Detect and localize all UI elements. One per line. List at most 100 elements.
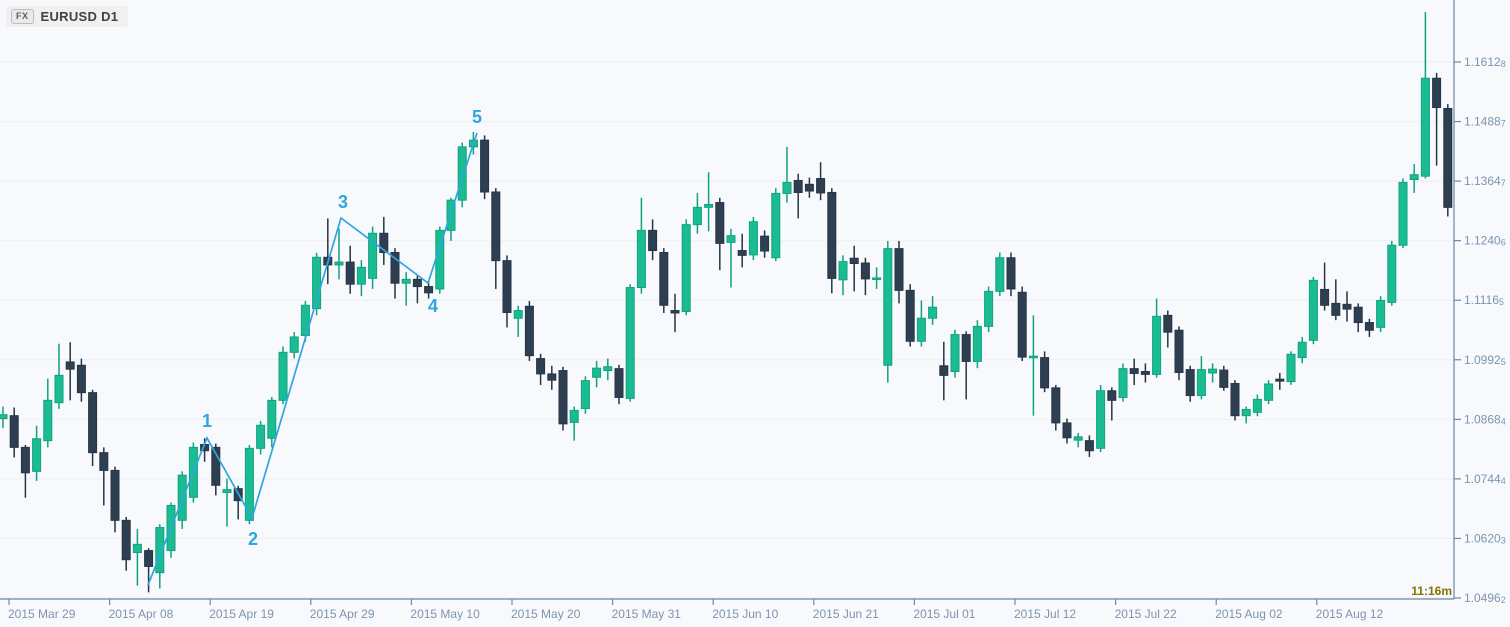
time-axis-label: 2015 Jun 10	[712, 607, 778, 621]
candle-body	[1107, 390, 1117, 401]
candle-body	[211, 446, 221, 486]
candle-body	[804, 183, 814, 192]
candle-body	[636, 229, 646, 289]
time-axis-label: 2015 Jun 21	[813, 607, 879, 621]
candle-body	[9, 415, 19, 448]
candle-body	[1051, 387, 1061, 424]
time-axis-label: 2015 Aug 02	[1215, 607, 1283, 621]
candle	[737, 233, 747, 268]
candle-body	[737, 250, 747, 256]
candle	[905, 284, 915, 347]
candle	[816, 162, 826, 201]
wave-label[interactable]: 3	[338, 192, 348, 212]
candle-body	[457, 146, 467, 201]
candle	[793, 173, 803, 219]
candle	[401, 272, 411, 306]
candle	[1252, 394, 1262, 417]
candle	[860, 257, 870, 296]
candle-body	[1196, 369, 1206, 397]
fx-asset-class-badge: FX	[11, 9, 34, 24]
candle	[748, 216, 758, 261]
candle	[1432, 72, 1442, 166]
candle	[345, 245, 355, 294]
candle	[211, 443, 221, 496]
candle-body	[1163, 314, 1173, 333]
elliott-wave-labels: 1 2 3 4 5	[202, 107, 482, 549]
candle-body	[547, 373, 557, 381]
time-axis-label: 2015 Jul 22	[1115, 607, 1177, 621]
candle	[1264, 380, 1274, 405]
price-axis[interactable]: 1.16128 1.14887 1.13647 1.12406 1.11165 1.099…	[1453, 0, 1506, 605]
candle	[233, 485, 243, 520]
candle-body	[390, 251, 400, 284]
candle-body	[1219, 369, 1229, 388]
time-axis-label: 2015 Jul 01	[913, 607, 975, 621]
candle	[502, 255, 512, 328]
candle-body	[793, 179, 803, 193]
candle-body	[838, 261, 848, 281]
candle	[995, 252, 1005, 297]
candle	[1297, 336, 1307, 364]
grid-lines	[0, 61, 1454, 599]
candle	[1387, 240, 1397, 306]
candle	[312, 252, 322, 316]
candle-body	[1387, 244, 1397, 303]
candle	[121, 516, 131, 571]
candle-body	[1308, 279, 1318, 341]
price-axis-label: 1.11165	[1464, 293, 1504, 307]
wave-label[interactable]: 1	[202, 411, 212, 431]
candle-body	[928, 306, 938, 319]
candle	[1364, 318, 1374, 337]
candle-body	[1420, 77, 1430, 177]
candle-body	[155, 527, 165, 574]
candle	[1208, 363, 1218, 383]
candle	[144, 548, 154, 593]
candle-body	[603, 366, 613, 372]
candle-body	[849, 257, 859, 265]
time-axis[interactable]: 2015 Mar 29 2015 Apr 08 2015 Apr 19 2015 Ap…	[0, 598, 1454, 621]
candle	[1028, 315, 1038, 416]
candle	[1275, 372, 1285, 390]
candle	[670, 293, 680, 333]
candle	[681, 219, 691, 316]
candle-body	[1230, 383, 1240, 417]
wave-label[interactable]: 4	[428, 296, 438, 316]
candle	[950, 329, 960, 378]
candle-body	[1241, 408, 1251, 417]
price-axis-label: 1.14887	[1464, 115, 1506, 129]
candle-body	[43, 399, 53, 442]
candle	[1420, 11, 1430, 179]
elliott-wave-line[interactable]	[147, 132, 478, 586]
candle-body	[905, 289, 915, 342]
candle-body	[1040, 357, 1050, 389]
candle	[1196, 356, 1206, 400]
candle	[1152, 298, 1162, 378]
candle-body	[121, 519, 131, 561]
candle	[1286, 351, 1296, 385]
candle	[278, 346, 288, 405]
candle	[356, 260, 366, 297]
candles-layer	[0, 11, 1453, 593]
candle-body	[726, 235, 736, 243]
bar-countdown-timer: 11:16m	[1411, 584, 1452, 598]
candle	[1163, 310, 1173, 348]
candle-body	[1084, 440, 1094, 452]
candle-body	[748, 221, 758, 256]
candle	[827, 188, 837, 294]
candle-body	[244, 447, 254, 521]
candle	[379, 216, 389, 265]
time-axis-label: 2015 Apr 19	[209, 607, 274, 621]
candle-body	[1443, 107, 1453, 208]
candle-body	[267, 399, 277, 439]
candle	[1006, 252, 1016, 297]
candle-body	[1140, 371, 1150, 375]
wave-label[interactable]: 5	[472, 107, 482, 127]
candle	[244, 444, 254, 525]
candle	[1230, 380, 1240, 421]
candle	[1331, 279, 1341, 321]
wave-label[interactable]: 2	[248, 529, 258, 549]
candle-body	[99, 452, 109, 471]
candle-body	[950, 334, 960, 373]
candle-body	[592, 367, 602, 378]
